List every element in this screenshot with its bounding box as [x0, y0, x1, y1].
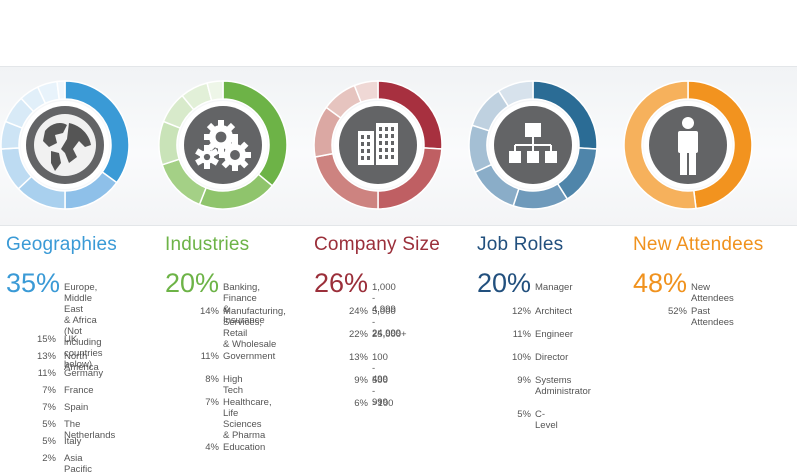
row-percent: 6% [354, 398, 368, 409]
row-percent: 10% [511, 352, 531, 363]
row-label: High Tech [223, 374, 244, 396]
row-label: Healthcare, Life Sciences & Pharma [223, 397, 272, 441]
row-label: Architect [535, 306, 572, 317]
building-icon [358, 123, 398, 165]
row-percent: 5% [517, 409, 531, 420]
headline-value: 20% [477, 268, 532, 298]
row-label: Germany [64, 368, 104, 379]
row-label: North America [64, 351, 99, 373]
row-percent: 5% [42, 436, 56, 447]
industries-slice [158, 120, 182, 166]
new-attendees-legend: New Attendees 48% New Attendees 52% Past Att… [633, 234, 764, 328]
person-icon [678, 117, 698, 175]
geographies-legend: Geographies 35% Europe, Middle East & Afri… [6, 234, 117, 475]
chart-title: New Attendees [633, 234, 764, 255]
company-size-donut [313, 80, 443, 210]
row-label: 25,000+ [372, 329, 407, 340]
chart-title: Industries [165, 234, 250, 255]
row-percent: 7% [42, 402, 56, 413]
row-percent: 11% [200, 351, 219, 362]
new-attendees-slice [623, 80, 697, 210]
headline-label: Banking, Finance & Insurance [223, 282, 265, 326]
headline-value: 20% [165, 268, 220, 298]
chart-title: Company Size [314, 234, 440, 255]
row-percent: 13% [348, 352, 368, 363]
geographies-slice [56, 80, 66, 101]
industries-donut [158, 80, 288, 210]
row-label: Director [535, 352, 569, 363]
row-label: 5,000 - 24,999 [372, 306, 402, 339]
org-chart-icon [509, 123, 557, 163]
row-percent: 13% [36, 351, 56, 362]
row-percent: 7% [42, 385, 56, 396]
row-percent: 4% [205, 442, 219, 453]
row-label: Spain [64, 402, 89, 413]
job-roles-slice [497, 80, 534, 108]
row-percent: 11% [37, 368, 56, 379]
row-percent: 11% [512, 329, 531, 340]
geographies-donut [0, 80, 130, 210]
row-label: Italy [64, 436, 82, 447]
row-label: Government [223, 351, 276, 362]
industries-slice [206, 80, 224, 102]
job-roles-legend: Job Roles 20% Manager 12% Architect 11% Engine… [477, 234, 591, 431]
headline-value: 26% [314, 268, 369, 298]
row-percent: 12% [511, 306, 531, 317]
row-percent: 22% [348, 329, 368, 340]
chart-title: Job Roles [477, 234, 564, 255]
job-roles-donut [468, 80, 598, 210]
headline-label: 1,000 - 4,999 [372, 282, 396, 315]
headline-label: Europe, Middle East & Africa (Not includ… [64, 282, 103, 370]
row-label: France [64, 385, 94, 396]
row-percent: 14% [199, 306, 219, 317]
row-label: C-Level [535, 409, 558, 431]
row-label: UK [64, 334, 78, 345]
row-percent: 8% [205, 374, 219, 385]
row-percent: 52% [667, 306, 687, 317]
headline-label: Manager [535, 282, 573, 293]
industries-legend: Industries 20% Banking, Finance & Insuranc… [165, 234, 286, 453]
row-label: Engineer [535, 329, 574, 340]
headline-label: New Attendees [691, 282, 734, 304]
row-label: 500 - 999 [372, 375, 388, 408]
new-attendees-donut [623, 80, 753, 210]
headline-value: 48% [633, 268, 688, 298]
company-size-slice [353, 80, 379, 104]
row-label: Manufacturing, Services, Retail & Wholes… [223, 306, 286, 350]
row-percent: 7% [205, 397, 219, 408]
job-roles-slice [468, 124, 493, 174]
row-percent: 5% [42, 419, 56, 430]
gears-icon [195, 120, 251, 171]
row-label: Education [223, 442, 266, 453]
row-percent: 9% [354, 375, 368, 386]
row-percent: 24% [348, 306, 368, 317]
row-label: Asia Pacific [64, 453, 92, 475]
row-percent: 15% [36, 334, 56, 345]
headline-value: 35% [6, 268, 61, 298]
row-label: The Netherlands [64, 419, 116, 441]
row-percent: 9% [517, 375, 531, 386]
globe-icon [34, 114, 96, 176]
chart-title: Geographies [6, 234, 117, 255]
company-size-legend: Company Size 26% 1,000 - 4,999 24% 5,000 - 2… [314, 234, 440, 409]
row-percent: 2% [42, 453, 56, 464]
row-label: Systems Administrator [535, 375, 591, 397]
row-label: Past Attendees [691, 306, 734, 328]
row-label: >100 [372, 398, 394, 409]
row-label: 100 - 499 [372, 352, 388, 385]
